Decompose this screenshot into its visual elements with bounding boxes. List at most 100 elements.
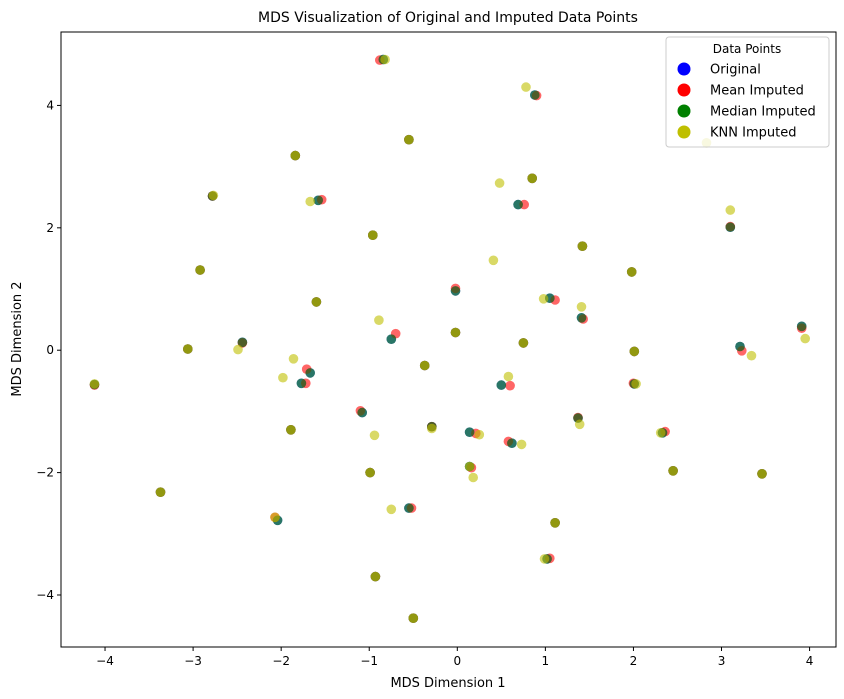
- y-tick-label: 0: [46, 343, 54, 357]
- x-tick-label: 2: [630, 654, 638, 668]
- data-point: [757, 469, 767, 479]
- data-point: [668, 466, 678, 476]
- data-point: [507, 438, 517, 449]
- x-tick-label: −1: [360, 654, 378, 668]
- data-point: [474, 429, 485, 440]
- data-point: [386, 334, 397, 345]
- data-point: [513, 199, 523, 210]
- data-point: [237, 337, 248, 348]
- data-point: [450, 327, 461, 338]
- data-point: [464, 461, 475, 472]
- data-point: [496, 380, 507, 390]
- data-point: [464, 427, 475, 438]
- y-axis: −4 −2 0 2 4: [36, 98, 61, 602]
- data-point: [800, 333, 810, 344]
- data-point: [368, 230, 378, 240]
- data-point: [311, 297, 322, 307]
- data-point: [746, 350, 757, 361]
- data-point: [576, 302, 587, 312]
- data-point: [518, 338, 529, 348]
- x-tick-label: 4: [806, 654, 814, 668]
- data-point: [296, 378, 307, 389]
- legend-label: KNN Imputed: [710, 126, 796, 141]
- data-point: [550, 518, 560, 528]
- data-point: [539, 554, 550, 564]
- data-point: [155, 487, 166, 498]
- data-point: [288, 354, 299, 364]
- data-point: [286, 425, 296, 435]
- data-point: [488, 255, 499, 266]
- data-point: [516, 439, 527, 450]
- data-point: [369, 430, 380, 441]
- data-point: [494, 178, 505, 188]
- data-point: [305, 368, 316, 378]
- x-tick-label: 1: [542, 654, 550, 668]
- data-point: [270, 512, 280, 523]
- data-point: [450, 286, 461, 296]
- legend-label: Mean Imputed: [710, 84, 804, 99]
- legend-title: Data Points: [713, 42, 782, 56]
- data-point: [468, 472, 479, 483]
- legend-marker: [677, 83, 691, 97]
- data-point: [305, 196, 316, 207]
- data-point: [357, 407, 368, 418]
- data-point: [725, 205, 736, 215]
- data-point: [419, 360, 430, 371]
- data-point: [629, 346, 640, 357]
- y-tick-label: −4: [36, 588, 54, 602]
- data-point: [380, 54, 390, 65]
- data-point: [527, 173, 537, 184]
- data-point: [195, 265, 205, 275]
- legend-box: [665, 36, 830, 148]
- data-point: [530, 90, 540, 100]
- data-point: [290, 150, 301, 161]
- data-point: [538, 294, 549, 304]
- data-point: [278, 372, 288, 383]
- x-tick-label: −2: [272, 654, 290, 668]
- x-tick-label: −3: [184, 654, 202, 668]
- data-point: [233, 344, 243, 355]
- data-point: [631, 379, 641, 389]
- data-point: [521, 82, 531, 92]
- y-tick-label: 2: [46, 221, 54, 235]
- data-point: [735, 341, 745, 352]
- data-point: [374, 315, 384, 326]
- data-point: [505, 380, 515, 391]
- data-point: [725, 222, 736, 232]
- data-point: [427, 423, 437, 434]
- data-point: [404, 503, 414, 513]
- legend-marker: [677, 125, 691, 139]
- data-point: [626, 267, 637, 277]
- x-tick-label: 0: [453, 654, 461, 668]
- data-point: [655, 428, 666, 438]
- x-tick-label: −4: [96, 654, 114, 668]
- data-point: [576, 313, 587, 323]
- legend-label: Median Imputed: [710, 105, 816, 120]
- data-point: [574, 419, 585, 430]
- data-point: [208, 190, 219, 201]
- legend: Data Points Original Mean Imputed Median I…: [665, 36, 830, 148]
- chart-marks: [89, 54, 810, 623]
- data-point: [365, 467, 375, 478]
- x-tick-label: 3: [718, 654, 726, 668]
- data-point: [796, 321, 807, 332]
- y-tick-label: 4: [46, 98, 54, 112]
- data-point: [503, 371, 514, 382]
- x-axis: −4 −3 −2 −1 0 1 2 3 4: [96, 647, 813, 668]
- chart-title: MDS Visualization of Original and Impute…: [258, 10, 638, 26]
- legend-label: Original: [710, 63, 761, 78]
- data-point: [408, 613, 419, 623]
- data-point: [577, 241, 588, 251]
- x-axis-label: MDS Dimension 1: [390, 676, 505, 691]
- data-point: [89, 379, 100, 389]
- data-point: [313, 195, 324, 206]
- data-point: [370, 571, 381, 582]
- legend-marker: [677, 62, 691, 76]
- y-axis-label: MDS Dimension 2: [10, 281, 25, 396]
- data-point: [404, 134, 414, 145]
- plot-frame: [60, 31, 837, 648]
- y-tick-label: −2: [36, 466, 54, 480]
- data-point: [386, 504, 397, 515]
- data-point: [183, 344, 193, 354]
